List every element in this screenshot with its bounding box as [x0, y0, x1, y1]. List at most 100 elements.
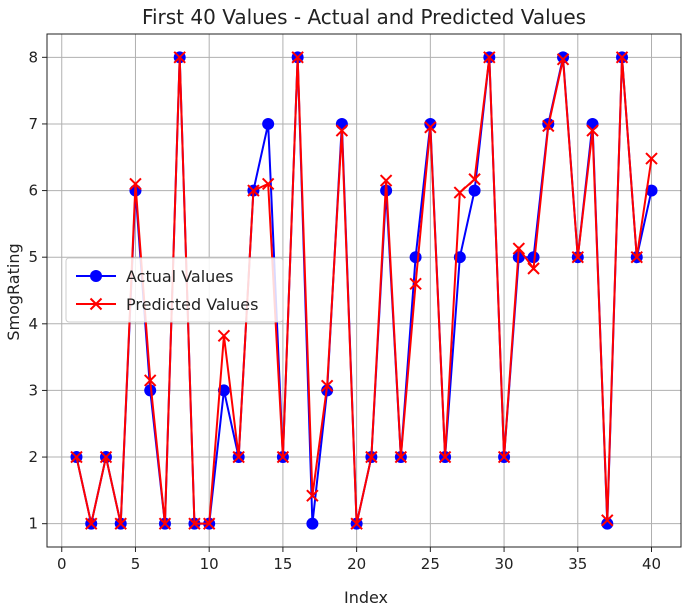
- predicted-values-point: [114, 517, 127, 530]
- x-marker-stroke: [89, 297, 103, 311]
- actual-values-point: [601, 517, 614, 530]
- predicted-values-point: [424, 121, 437, 134]
- x-marker-stroke: [365, 450, 378, 464]
- x-tick-label: 35: [568, 555, 587, 573]
- x-tick-label: 25: [421, 555, 440, 573]
- predicted-values-point: [188, 517, 201, 530]
- x-tick-label: 20: [347, 555, 366, 573]
- x-marker-stroke: [468, 173, 481, 186]
- y-tick-label: 2: [28, 448, 38, 466]
- actual-values-legend-marker: [90, 270, 102, 282]
- predicted-values-point: [276, 450, 290, 464]
- predicted-values-point: [542, 119, 555, 133]
- y-tick-label: 3: [28, 381, 38, 399]
- x-marker-stroke: [320, 379, 334, 392]
- y-tick-label: 6: [28, 182, 38, 200]
- predicted-values-point: [453, 186, 467, 199]
- actual-values-point: [424, 117, 437, 130]
- x-marker-stroke: [542, 119, 555, 133]
- x-marker-stroke: [379, 174, 393, 187]
- actual-values-point: [144, 384, 157, 397]
- x-marker-stroke: [291, 51, 304, 64]
- x-marker-stroke: [144, 374, 157, 387]
- predicted-values-point: [527, 262, 540, 275]
- actual-values-point: [645, 184, 658, 197]
- x-marker-stroke: [527, 262, 540, 275]
- predicted-values-point: [173, 51, 186, 64]
- predicted-values-point: [335, 124, 349, 137]
- actual-values-point: [335, 117, 348, 130]
- x-marker-stroke: [158, 517, 172, 530]
- x-marker-stroke: [453, 186, 467, 199]
- x-marker-stroke: [586, 124, 599, 137]
- x-marker-stroke: [85, 517, 98, 530]
- predicted-values-point: [630, 250, 643, 264]
- x-marker-stroke: [173, 51, 186, 64]
- x-marker-stroke: [114, 517, 127, 530]
- x-marker-stroke: [615, 51, 629, 64]
- predicted-values-legend-label: Predicted Values: [126, 295, 258, 314]
- actual-values-point: [409, 251, 422, 264]
- x-marker-stroke: [394, 450, 408, 464]
- predicted-values-point: [217, 329, 231, 343]
- plot-frame: [46, 33, 682, 548]
- predicted-values-point: [158, 517, 172, 530]
- predicted-values-point: [497, 450, 511, 464]
- x-marker-stroke: [335, 124, 349, 137]
- chart-title: First 40 Values - Actual and Predicted V…: [142, 5, 586, 29]
- predicted-values-point: [99, 450, 113, 464]
- predicted-values-point: [365, 450, 378, 464]
- x-marker-stroke: [438, 450, 452, 464]
- y-tick-label: 4: [28, 315, 38, 333]
- predicted-values-point: [468, 173, 481, 186]
- x-marker-stroke: [409, 277, 422, 291]
- x-tick-label: 10: [200, 555, 219, 573]
- x-marker-stroke: [571, 250, 584, 264]
- y-axis-label: SmogRating: [4, 243, 23, 340]
- x-tick-label: 15: [273, 555, 292, 573]
- predicted-values-point: [409, 277, 422, 291]
- y-tick-label: 5: [28, 248, 38, 266]
- predicted-values-point: [512, 242, 526, 255]
- x-marker-stroke: [556, 53, 570, 66]
- y-tick-label: 7: [28, 115, 38, 133]
- x-marker-stroke: [217, 329, 231, 343]
- predicted-values-point: [394, 450, 408, 464]
- predicted-values-point: [144, 374, 157, 387]
- predicted-values-point: [129, 177, 142, 191]
- predicted-values-point: [379, 174, 393, 187]
- actual-values-point: [586, 117, 599, 130]
- x-marker-stroke: [247, 184, 260, 197]
- predicted-values-point: [306, 489, 319, 502]
- actual-values-point: [527, 251, 540, 264]
- predicted-values-point: [586, 124, 599, 137]
- x-marker-stroke: [261, 177, 275, 191]
- predicted-values-point: [645, 152, 658, 165]
- x-marker-stroke: [512, 242, 526, 255]
- x-marker-stroke: [497, 450, 511, 464]
- x-marker-stroke: [99, 450, 113, 464]
- predicted-values-point: [556, 53, 570, 66]
- x-marker-stroke: [202, 517, 216, 530]
- predicted-values-point: [247, 184, 260, 197]
- actual-values-point: [306, 517, 319, 530]
- x-tick-label: 40: [642, 555, 661, 573]
- predicted-values-point: [483, 51, 496, 64]
- predicted-values-point: [438, 450, 452, 464]
- predicted-values-point: [615, 51, 629, 64]
- predicted-values-point: [70, 450, 83, 464]
- x-marker-stroke: [350, 517, 363, 530]
- legend-box: [65, 257, 284, 323]
- x-marker-stroke: [70, 450, 83, 464]
- x-marker-stroke: [630, 250, 643, 264]
- y-tick-label: 8: [28, 48, 38, 66]
- y-tick-label: 1: [28, 515, 38, 533]
- predicted-values-point: [232, 450, 245, 464]
- x-marker-stroke: [276, 450, 290, 464]
- actual-values-point: [262, 117, 275, 130]
- predicted-values-point: [261, 177, 275, 191]
- actual-values-legend-label: Actual Values: [126, 267, 233, 286]
- x-marker-stroke: [232, 450, 245, 464]
- predicted-values-legend-marker: [89, 297, 103, 311]
